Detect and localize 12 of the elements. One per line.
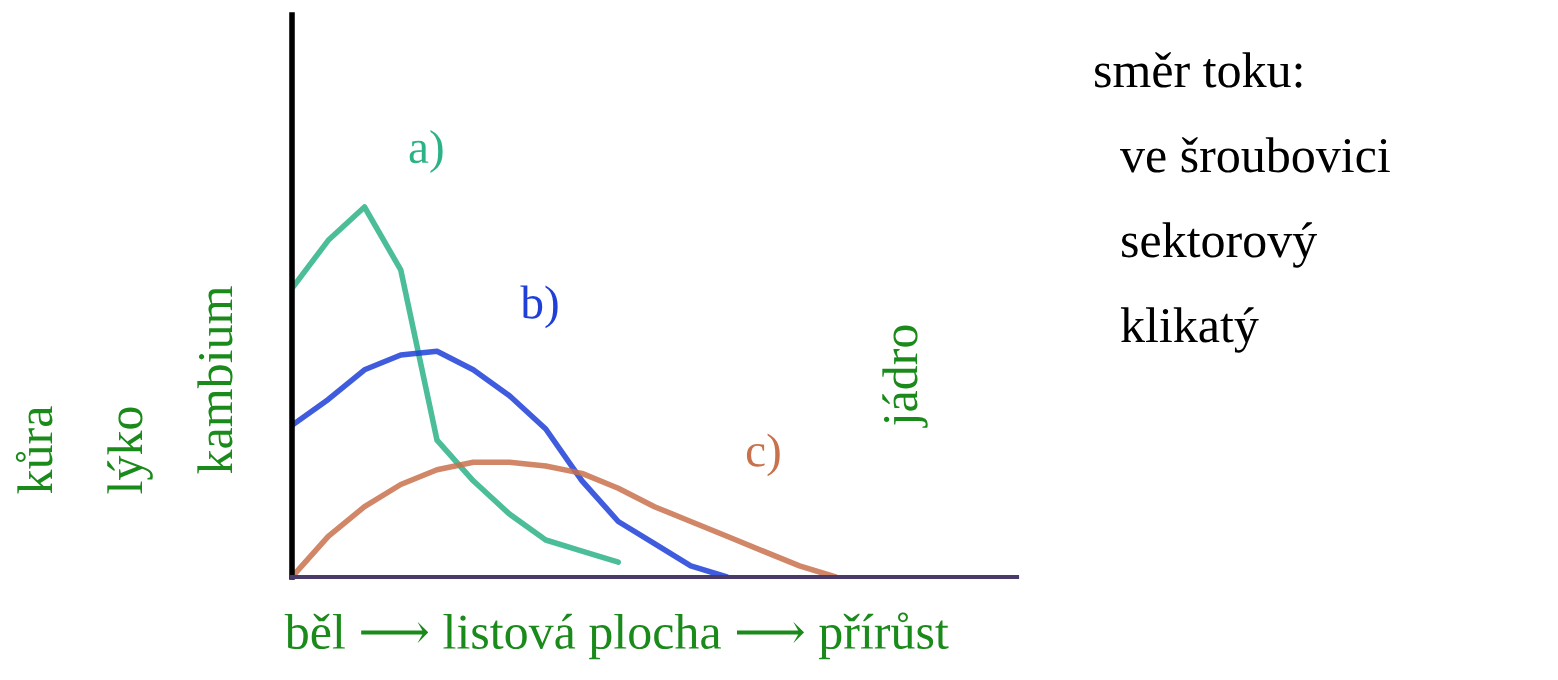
annotation: jádro [882, 325, 928, 428]
text: kůra [15, 406, 53, 494]
text: sektorový [1122, 222, 1317, 268]
text: směr toku: [1095, 52, 1302, 88]
text: klikatý [1120, 307, 1259, 353]
series-label: b) [520, 285, 558, 329]
series-label: a) [409, 130, 443, 173]
text: ve šroubovici [1120, 137, 1390, 173]
series-label: c) [746, 433, 780, 477]
text: lýko [107, 407, 153, 494]
text: kambium [197, 286, 233, 474]
x-axis-title: běl ⟶ listová plocha ⟶ přírůst [284, 612, 949, 660]
